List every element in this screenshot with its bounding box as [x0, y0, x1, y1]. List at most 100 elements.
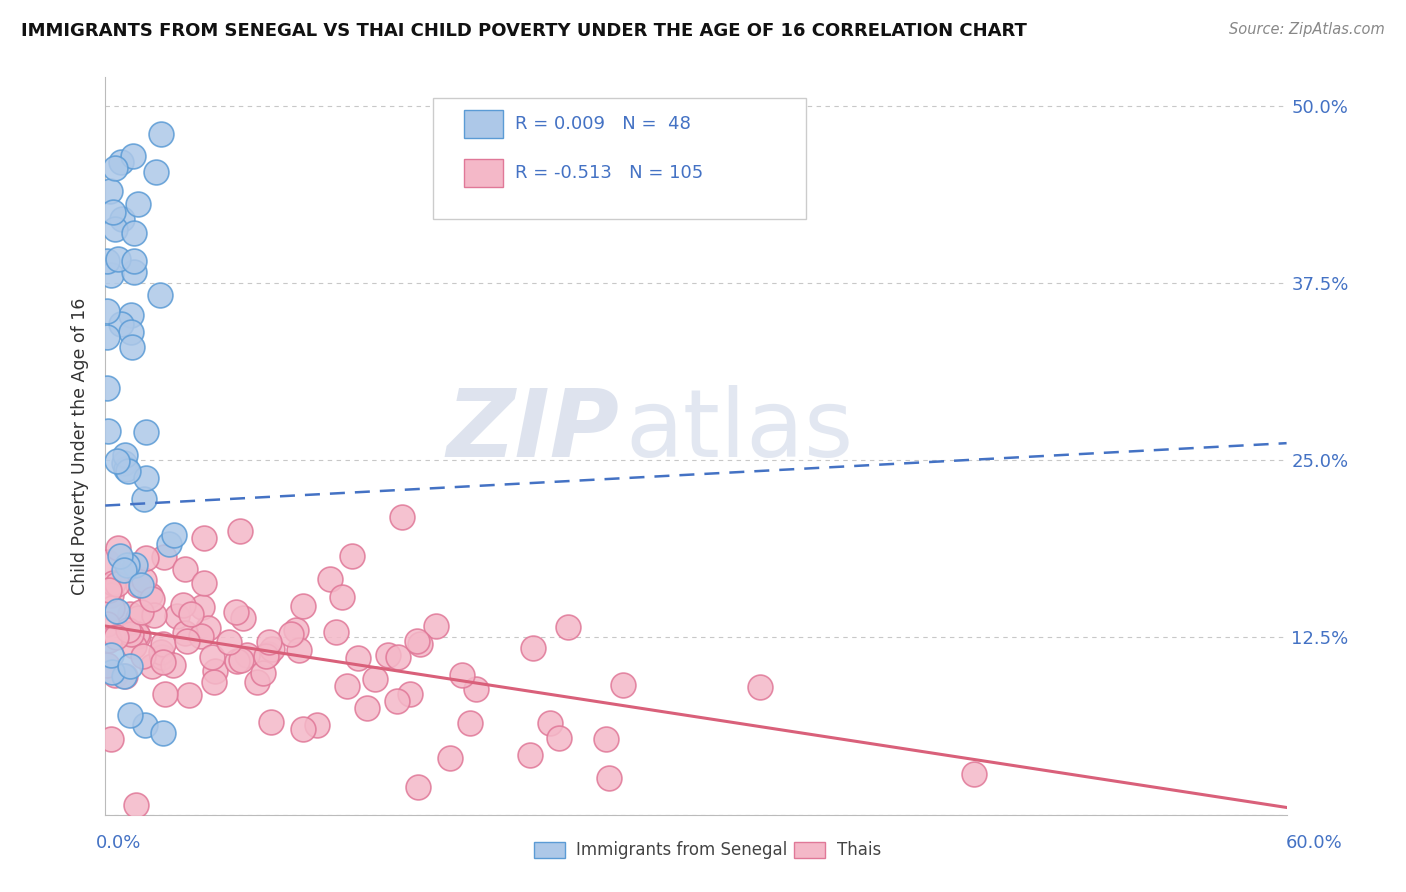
Text: R = -0.513   N = 105: R = -0.513 N = 105 — [515, 164, 703, 182]
Point — [155, 687, 177, 701]
Point — [387, 650, 409, 665]
Point — [117, 623, 139, 637]
Point — [120, 566, 142, 581]
Text: 0.0%: 0.0% — [96, 834, 141, 852]
Point — [191, 599, 214, 614]
Point — [342, 549, 364, 563]
Point — [110, 317, 132, 331]
Point — [173, 626, 195, 640]
Point — [105, 630, 128, 644]
Point — [127, 197, 149, 211]
Point — [112, 669, 135, 683]
Point — [280, 626, 302, 640]
Point — [120, 627, 142, 641]
Point — [122, 226, 145, 240]
Point — [104, 667, 127, 681]
Point — [96, 330, 118, 344]
Point — [325, 624, 347, 639]
Point — [105, 604, 128, 618]
Text: 60.0%: 60.0% — [1286, 834, 1343, 852]
Point — [377, 648, 399, 662]
Text: Thais: Thais — [837, 841, 880, 859]
Point — [748, 680, 770, 694]
Point — [246, 674, 269, 689]
Point — [226, 654, 249, 668]
Point — [166, 608, 188, 623]
Point — [108, 549, 131, 563]
Point — [387, 694, 409, 708]
Point — [547, 731, 569, 745]
Point — [107, 541, 129, 555]
Point — [135, 550, 157, 565]
Point — [193, 575, 215, 590]
Point — [100, 732, 122, 747]
Point — [117, 464, 139, 478]
Point — [218, 635, 240, 649]
Point — [114, 669, 136, 683]
Point — [129, 578, 152, 592]
Point — [202, 675, 225, 690]
Point — [100, 268, 122, 282]
Point — [120, 309, 142, 323]
Point — [190, 629, 212, 643]
Text: IMMIGRANTS FROM SENEGAL VS THAI CHILD POVERTY UNDER THE AGE OF 16 CORRELATION CH: IMMIGRANTS FROM SENEGAL VS THAI CHILD PO… — [21, 22, 1026, 40]
Point — [595, 732, 617, 747]
Point — [145, 165, 167, 179]
Point — [132, 649, 155, 664]
Point — [235, 648, 257, 662]
Point — [229, 653, 252, 667]
Point — [229, 524, 252, 538]
Point — [450, 667, 472, 681]
Point — [150, 650, 173, 665]
Point — [598, 771, 620, 785]
Point — [149, 127, 172, 141]
Point — [305, 717, 328, 731]
Point — [112, 456, 135, 470]
Point — [256, 647, 278, 661]
Point — [519, 747, 541, 762]
Point — [149, 288, 172, 302]
Point — [522, 640, 544, 655]
Point — [135, 425, 157, 439]
Point — [399, 687, 422, 701]
Point — [460, 716, 482, 731]
Point — [364, 672, 387, 686]
Point — [127, 578, 149, 592]
Point — [252, 666, 274, 681]
Point — [260, 642, 283, 657]
Point — [356, 701, 378, 715]
Point — [391, 509, 413, 524]
Point — [319, 572, 342, 586]
Point — [538, 715, 561, 730]
Point — [101, 665, 124, 680]
Point — [176, 633, 198, 648]
Point — [111, 212, 134, 227]
Point — [141, 658, 163, 673]
Point — [118, 659, 141, 673]
Point — [127, 611, 149, 625]
Point — [114, 448, 136, 462]
Text: ZIP: ZIP — [446, 385, 619, 477]
Point — [124, 558, 146, 573]
Point — [197, 620, 219, 634]
Point — [127, 627, 149, 641]
Point — [98, 632, 121, 647]
Point — [179, 688, 201, 702]
Point — [100, 601, 122, 615]
Point — [98, 184, 121, 198]
Point — [143, 608, 166, 623]
Point — [152, 725, 174, 739]
Point — [97, 424, 120, 438]
Point — [120, 325, 142, 339]
Point — [96, 381, 118, 395]
Point — [96, 303, 118, 318]
Point — [406, 780, 429, 795]
Point — [291, 599, 314, 613]
Point — [557, 619, 579, 633]
Point — [157, 536, 180, 550]
Point — [204, 664, 226, 678]
Point — [150, 645, 173, 659]
Point — [347, 650, 370, 665]
Point — [110, 155, 132, 169]
Point — [125, 798, 148, 813]
